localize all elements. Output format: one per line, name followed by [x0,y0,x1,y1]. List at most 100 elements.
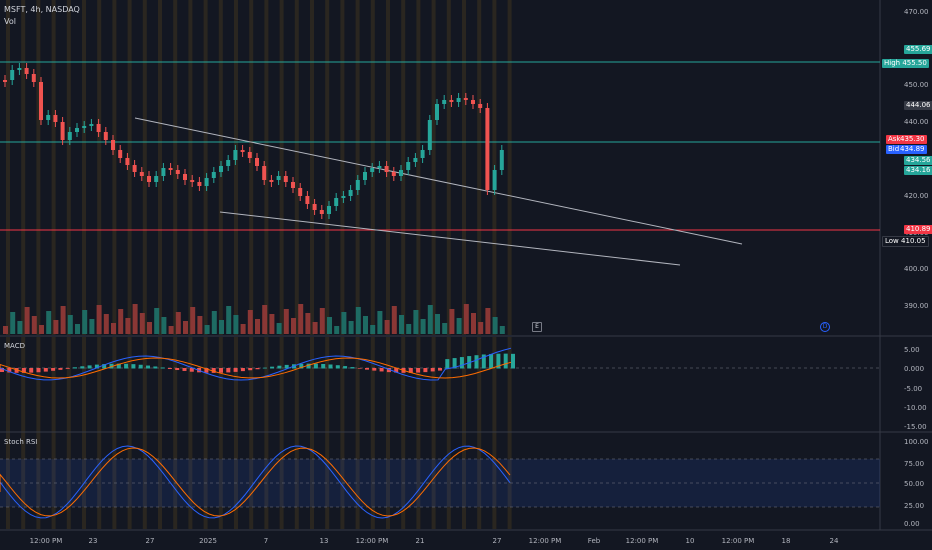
session-band [492,337,497,529]
time-tick-label: 27 [493,537,502,545]
session-band [188,337,193,529]
tag-last-1: 434.56 [904,156,932,165]
candle-body [298,188,303,196]
price-tick-label: 470.00 [904,8,929,16]
ask-label: Ask [888,135,901,143]
candle-body [291,182,295,188]
candle-body [377,166,382,168]
candle-body [147,176,151,182]
candle-body [269,180,274,182]
volume-bar [17,321,23,334]
volume-bar [456,318,462,334]
macd-histogram-bar [116,363,121,369]
session-band [431,337,436,529]
session-band [66,337,71,529]
macd-histogram-bar [408,368,413,373]
session-band [325,337,330,529]
volume-bar [190,307,196,334]
macd-pane-label[interactable]: MACD [4,342,25,350]
session-band [462,337,466,529]
candle-body [391,172,396,176]
macd-histogram-bar [284,364,289,369]
macd-histogram-bar [438,368,442,371]
session-band [279,337,284,529]
macd-histogram-bar [138,364,143,369]
earnings-marker-icon[interactable]: E [532,322,542,332]
candle-body [370,168,375,172]
macd-histogram-bar [0,368,4,372]
macd-histogram-bar [394,368,399,373]
macd-histogram-bar [189,368,194,372]
macd-histogram-bar [14,368,19,373]
session-band [82,0,86,335]
candle-body [435,104,439,120]
time-tick-label: 27 [146,537,155,545]
candle-body [204,178,209,186]
candle-body [190,180,195,182]
candle-body [305,196,310,204]
macd-histogram-bar [481,354,486,369]
session-band [173,337,178,529]
macd-tick-label: 5.00 [904,346,920,354]
volume-bar [247,310,253,334]
macd-histogram-bar [430,368,435,372]
session-band [507,337,512,529]
volume-bar [139,313,145,334]
candle-body [499,150,504,170]
candle-body [471,100,475,104]
candle-body [46,115,51,120]
volume-bar [24,307,30,334]
volume-bar [75,324,80,334]
price-tick-label: 400.00 [904,265,929,273]
time-tick-label: 2025 [199,537,217,545]
session-band [279,0,284,335]
candle-body [82,126,87,128]
candle-body [103,132,108,140]
candle-body [89,124,94,126]
macd-histogram-bar [153,366,158,369]
session-band [431,0,436,335]
volume-bar [10,312,16,334]
stoch-rsi-pane-label[interactable]: Stoch RSI [4,438,38,446]
high-value: 455.50 [902,59,927,67]
volume-bar [427,305,433,334]
macd-histogram-bar [204,368,209,373]
symbol-title[interactable]: MSFT, 4h, NASDAQ [4,5,80,14]
volume-bar [233,315,239,334]
volume-bar [60,306,66,334]
candle-body [334,198,339,206]
lower-trendline [219,211,681,266]
volume-bar [211,311,217,334]
macd-histogram-bar [299,363,304,369]
dividend-marker-icon[interactable]: D [820,322,830,332]
macd-histogram-bar [248,368,253,371]
volume-bar [147,322,152,334]
candle-body [111,140,115,150]
session-band [142,337,147,529]
macd-histogram-bar [36,368,41,373]
macd-histogram-bar [372,368,377,371]
volume-bar [485,308,491,334]
session-band [203,0,208,335]
macd-histogram-bar [313,363,318,369]
session-band [386,337,390,529]
macd-histogram-bar [131,364,136,369]
candle-body [240,150,245,152]
session-band [6,337,10,529]
tag-last-2: 434.16 [904,166,932,175]
session-band [112,337,117,529]
volume-bar [413,310,419,334]
macd-histogram-bar [452,358,457,369]
volume-bar [499,326,505,334]
time-tick-label: 24 [830,537,839,545]
volume-bar [384,320,390,334]
volume-label[interactable]: Vol [4,17,16,26]
macd-histogram-bar [379,368,384,372]
session-band [477,337,482,529]
macd-histogram-bar [350,367,355,369]
time-tick-label: 12:00 PM [722,537,755,545]
stoch-d-line [0,447,511,517]
volume-bar [175,312,181,334]
candle-body [197,182,202,186]
